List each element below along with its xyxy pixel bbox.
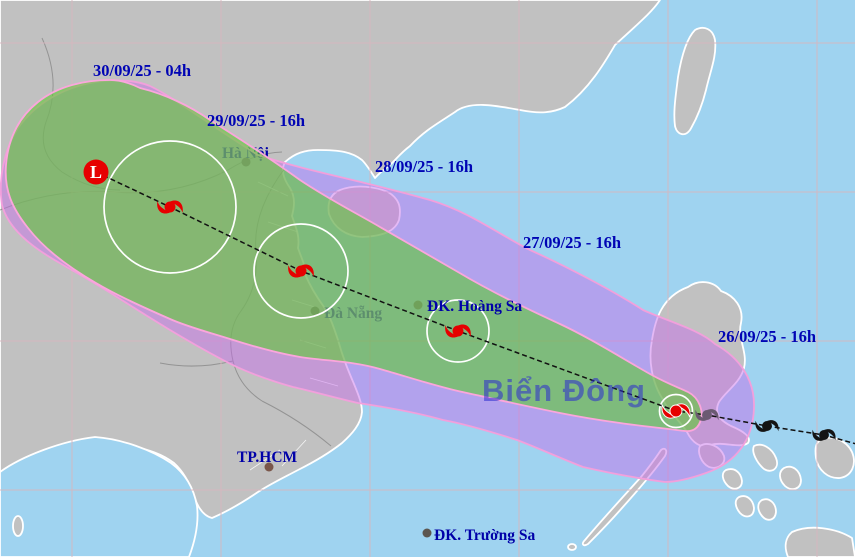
forecast-time-label-26: 26/09/25 - 16h bbox=[718, 327, 816, 346]
islet bbox=[12, 515, 24, 537]
wind-radius-circle-29 bbox=[103, 140, 237, 274]
gulf-of-thailand bbox=[0, 436, 199, 557]
sea-name-label: Biển Đông bbox=[482, 373, 646, 408]
palawan-island bbox=[581, 447, 668, 547]
taiwan-island bbox=[673, 27, 717, 136]
islet bbox=[567, 543, 577, 551]
mindanao-island bbox=[784, 526, 855, 557]
wind-radius-circle-27 bbox=[426, 299, 490, 363]
city-label-hoangsa: ĐK. Hoàng Sa bbox=[427, 298, 522, 315]
city-dot-hcm bbox=[264, 462, 274, 472]
visayas-islands bbox=[721, 443, 802, 521]
samar-island bbox=[814, 436, 855, 479]
wind-radius-circle-current bbox=[658, 393, 694, 429]
city-label-hcm: TP.HCM bbox=[237, 449, 298, 466]
low-pressure-marker: L bbox=[83, 159, 109, 185]
forecast-time-label-30: 30/09/25 - 04h bbox=[93, 61, 191, 80]
low-pressure-letter: L bbox=[90, 162, 102, 182]
forecast-time-label-29: 29/09/25 - 16h bbox=[207, 111, 305, 130]
forecast-cone-area bbox=[4, 79, 703, 433]
forecast-time-label-28: 28/09/25 - 16h bbox=[375, 157, 473, 176]
wind-radius-circle-28 bbox=[253, 223, 349, 319]
low-pressure-disc bbox=[83, 159, 109, 185]
forecast-time-label-27: 27/09/25 - 16h bbox=[523, 233, 621, 252]
city-dot-truongsa bbox=[422, 528, 432, 538]
city-label-truongsa: ĐK. Trường Sa bbox=[434, 527, 536, 544]
